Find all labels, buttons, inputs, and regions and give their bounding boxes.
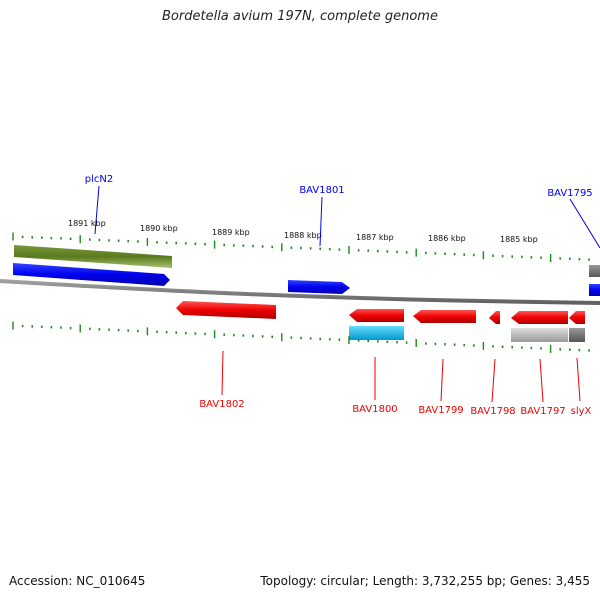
gene-label-BAV1795[interactable]: BAV1795 <box>547 188 592 199</box>
scale-label: 1885 kbp <box>500 235 538 244</box>
scale-labels: 1891 kbp 1890 kbp 1889 kbp 1888 kbp 1887… <box>68 219 538 244</box>
leader-line <box>576 357 581 402</box>
leader-line <box>440 358 444 402</box>
gene-label-BAV1798[interactable]: BAV1798 <box>470 406 515 417</box>
gene-BAV1800-arrow[interactable] <box>349 309 404 322</box>
gene-BAV1802-arrow[interactable] <box>176 301 276 319</box>
gene-label-BAV1802[interactable]: BAV1802 <box>199 399 244 410</box>
scale-ticks-bottom <box>12 321 590 353</box>
scale-label: 1890 kbp <box>140 224 178 233</box>
genome-backbone <box>0 279 600 305</box>
gene-BAV1800-cyan-feature <box>349 326 404 340</box>
gene-label-BAV1801[interactable]: BAV1801 <box>299 185 344 196</box>
scale-label: 1891 kbp <box>68 219 106 228</box>
gene-BAV1797-grey-feature <box>511 328 568 342</box>
leader-line <box>221 350 224 396</box>
gene-slyX-arrow[interactable] <box>569 311 585 324</box>
genome-summary: Topology: circular; Length: 3,732,255 bp… <box>260 574 590 588</box>
gene-BAV1795-arrow-blue[interactable] <box>589 284 600 296</box>
scale-label: 1886 kbp <box>428 234 466 243</box>
gene-labels-top: plcN2 BAV1801 BAV1795 <box>85 174 600 249</box>
gene-label-BAV1800[interactable]: BAV1800 <box>352 404 397 415</box>
gene-BAV1799-arrow[interactable] <box>413 310 476 323</box>
gene-label-plcN2[interactable]: plcN2 <box>85 174 113 185</box>
page-title: Bordetella avium 197N, complete genome <box>162 9 438 24</box>
gene-plcN2-arrow[interactable] <box>13 263 170 286</box>
leader-line <box>539 358 544 403</box>
gene-BAV1797-arrow[interactable] <box>511 311 568 324</box>
scale-label: 1888 kbp <box>284 231 322 240</box>
gene-label-BAV1799[interactable]: BAV1799 <box>418 405 463 416</box>
gene-labels-bottom: BAV1802 BAV1800 BAV1799 BAV1798 BAV1797 … <box>199 350 592 417</box>
gene-BAV1801-arrow[interactable] <box>288 280 350 294</box>
gene-slyX-dark-feature <box>569 328 585 342</box>
gc-feature-bar <box>14 245 172 268</box>
gene-BAV1798-arrow[interactable] <box>489 311 500 324</box>
gene-label-slyX[interactable]: slyX <box>571 406 592 417</box>
leader-line <box>94 185 100 235</box>
leader-line <box>491 358 496 403</box>
accession-label: Accession: NC_010645 <box>9 574 146 588</box>
leader-line <box>569 198 600 249</box>
gene-BAV1795-arrow-grey <box>589 265 600 277</box>
scale-label: 1887 kbp <box>356 233 394 242</box>
scale-ticks-top <box>12 232 590 262</box>
gene-label-BAV1797[interactable]: BAV1797 <box>520 406 565 417</box>
scale-label: 1889 kbp <box>212 228 250 237</box>
leader-line <box>319 196 323 247</box>
